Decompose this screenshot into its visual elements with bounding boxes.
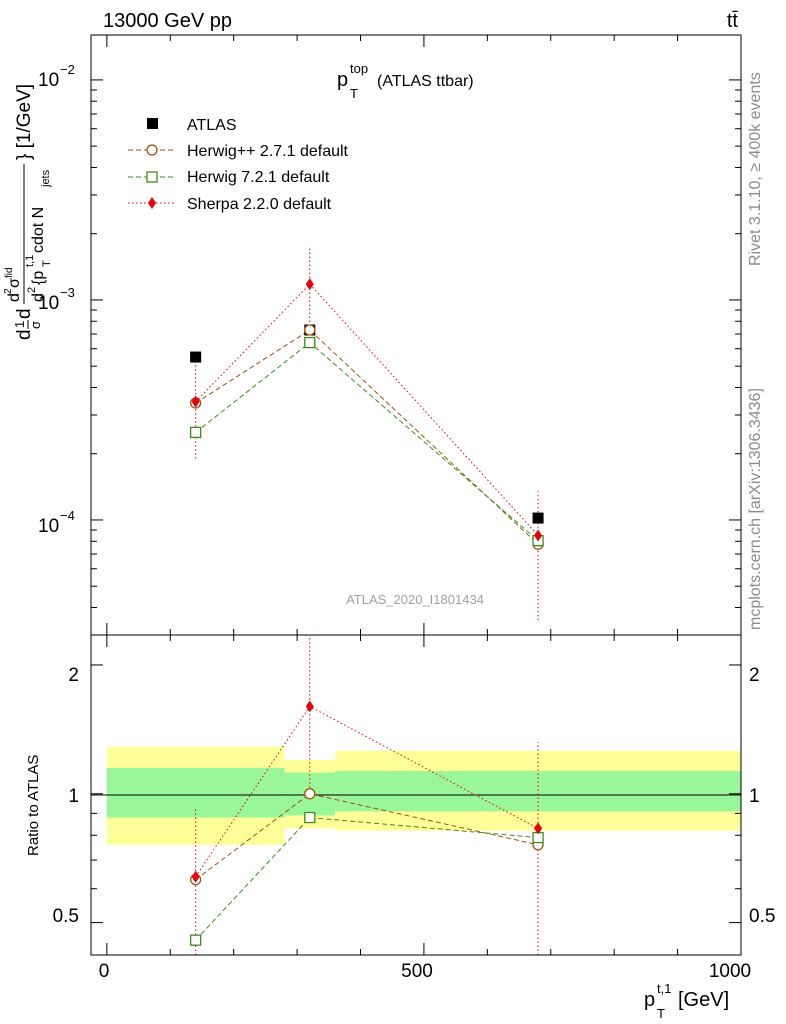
ratio-y-axis-label: Ratio to ATLAS (25, 755, 42, 856)
ratio-point-herwigpp (304, 788, 316, 800)
xtick-label-1000: 1000 (709, 961, 751, 982)
main-line-herwigpp (195, 329, 539, 545)
main-y-axis-label: d 1 σ d d 2 σ fid d 2 {p T t,1 cdot N je… (3, 84, 53, 340)
main-point-herwigpp (304, 324, 316, 336)
svg-text:−4: −4 (60, 508, 75, 523)
main-panel (189, 246, 544, 621)
svg-text:jets: jets (40, 169, 52, 188)
ratio-frame (90, 634, 742, 956)
main-x-ticks (106, 35, 742, 635)
svg-text:−3: −3 (60, 285, 75, 300)
ratio-x-ticks (106, 635, 742, 955)
svg-text:−2: −2 (60, 62, 75, 77)
svg-text:10: 10 (38, 70, 59, 91)
svg-text:(ATLAS ttbar): (ATLAS ttbar) (377, 73, 474, 90)
main-point-sherpa (534, 529, 543, 542)
svg-text:cdot N: cdot N (30, 207, 47, 253)
svg-text:t,1: t,1 (24, 255, 36, 267)
ratio-line-herwig7 (195, 817, 539, 941)
legend-label-herwigpp: Herwig++ 2.7.1 default (187, 143, 349, 160)
ratio-y-ticks (91, 664, 741, 924)
svg-text:p: p (644, 989, 655, 1011)
ratio-point-sherpa (305, 700, 314, 713)
plot-title: p top T (ATLAS ttbar) (337, 61, 474, 101)
ratio-point-herwig7 (189, 934, 202, 946)
svg-text:} [1/GeV]: } [1/GeV] (14, 84, 35, 160)
svg-text:d: d (14, 329, 35, 340)
main-point-atlas (532, 512, 544, 524)
svg-text:[GeV]: [GeV] (678, 989, 729, 1011)
legend-label-atlas: ATLAS (187, 117, 237, 134)
svg-text:σ: σ (6, 278, 23, 288)
main-ytick-label-1e-4: 10 −4 (38, 508, 75, 537)
ratio-ytick-2-right: 2 (749, 665, 760, 686)
ratio-point-sherpa (191, 870, 200, 883)
legend-marker-herwig7 (146, 171, 158, 183)
rivet-label: Rivet 3.1.10, ≥ 400k events (747, 72, 764, 266)
ratio-ytick-1-left: 1 (68, 786, 79, 807)
ratio-ytick-2-left: 2 (68, 665, 79, 686)
ratio-series-layer (189, 635, 544, 955)
ratio-ytick-0.5-left: 0.5 (53, 906, 79, 927)
main-ytick-label-1e-3: 10 −3 (38, 285, 75, 314)
ratio-panel (91, 635, 741, 955)
legend-label-sherpa: Sherpa 2.2.0 default (187, 196, 332, 213)
svg-text:10: 10 (38, 516, 59, 537)
legend: ATLAS Herwig++ 2.7.1 default Herwig 7.2.… (128, 117, 349, 213)
main-line-herwig7 (195, 341, 539, 542)
xtick-label-0: 0 (99, 961, 110, 982)
mcplots-label: mcplots.cern.ch [arXiv:1306.3436] (747, 388, 764, 630)
ratio-ytick-1-right: 1 (749, 786, 760, 807)
svg-text:T: T (41, 260, 53, 267)
main-point-herwig7 (304, 336, 316, 349)
analysis-watermark: ATLAS_2020_I1801434 (346, 592, 484, 607)
svg-text:2: 2 (26, 287, 38, 293)
legend-label-herwig7: Herwig 7.2.1 default (187, 169, 330, 186)
svg-text:10: 10 (38, 293, 59, 314)
ratio-band-inner (335, 771, 741, 812)
svg-text:top: top (350, 61, 368, 76)
ratio-point-sherpa (534, 822, 543, 835)
main-ytick-label-1e-2: 10 −2 (38, 62, 75, 91)
ratio-point-herwig7 (304, 811, 316, 824)
ratio-uncertainty-bands (106, 746, 741, 845)
ratio-line-herwigpp (195, 793, 539, 881)
svg-text:p: p (337, 69, 348, 91)
main-point-sherpa (191, 395, 200, 408)
legend-marker-herwigpp (146, 144, 158, 156)
main-point-herwig7 (189, 426, 202, 439)
xtick-label-500: 500 (401, 961, 433, 982)
main-point-sherpa (305, 278, 314, 291)
svg-text:d: d (6, 293, 23, 302)
ratio-ytick-0.5-right: 0.5 (749, 906, 775, 927)
main-point-atlas (190, 351, 202, 363)
legend-marker-sherpa (148, 197, 156, 209)
energy-label: 13000 GeV pp (103, 10, 232, 32)
svg-text:d: d (30, 293, 47, 302)
main-series-layer (189, 246, 544, 621)
svg-text:σ: σ (28, 321, 43, 329)
legend-marker-atlas (147, 118, 158, 129)
svg-text:t,1: t,1 (657, 981, 671, 996)
main-y-ticks (91, 79, 741, 636)
svg-text:T: T (350, 86, 358, 101)
svg-text:fid: fid (4, 267, 15, 278)
main-line-sherpa (195, 283, 539, 536)
process-label: tt̄ (727, 10, 739, 32)
svg-text:d: d (14, 308, 35, 319)
ratio-band-inner (106, 767, 285, 818)
svg-text:T: T (657, 1006, 665, 1021)
svg-text:1: 1 (12, 321, 27, 328)
svg-text:2: 2 (3, 288, 14, 294)
svg-text:{p: {p (30, 271, 47, 285)
x-axis-label: p T t,1 [GeV] (644, 981, 729, 1021)
